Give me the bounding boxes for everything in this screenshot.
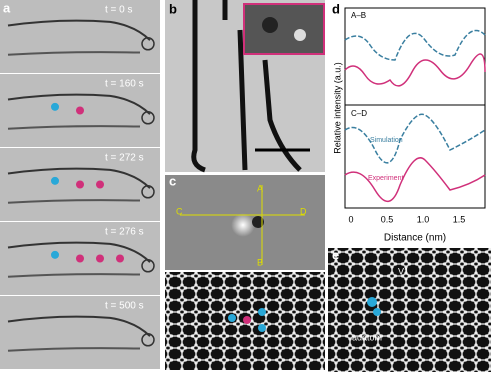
- panel-c: A B C D c: [165, 173, 325, 370]
- panel-label: c: [169, 173, 176, 188]
- edge: [7, 241, 151, 263]
- particle: [141, 333, 155, 347]
- particle: [141, 259, 155, 273]
- marker: [51, 250, 59, 259]
- marker: [116, 254, 124, 263]
- legend-entry: Experiment: [368, 175, 403, 182]
- legend-entry: Simulation: [370, 137, 403, 144]
- x-axis-label: Distance (nm): [384, 233, 446, 244]
- inset: [243, 3, 325, 55]
- x-tick-label: 1.0: [417, 214, 430, 224]
- panel-label: e: [332, 247, 339, 262]
- marker: B: [257, 257, 263, 267]
- panel-a: t = 0 s t = 160 s t = 272 s t = 276 s t = 50…: [0, 0, 160, 369]
- annotation: adatom: [352, 332, 382, 342]
- time-label: t = 160 s: [105, 79, 144, 90]
- panel-label: d: [332, 1, 340, 16]
- frame: [0, 0, 160, 73]
- marker: [76, 180, 84, 189]
- x-tick-label: 0.5: [381, 214, 394, 224]
- marker: [76, 254, 84, 263]
- time-label: t = 276 s: [105, 227, 144, 238]
- edge: [7, 347, 141, 352]
- particle: [141, 37, 155, 51]
- plot-title: A–B: [351, 11, 366, 20]
- time-label: t = 272 s: [105, 153, 144, 164]
- edge: [7, 51, 141, 56]
- time-label: t = 0 s: [105, 5, 133, 16]
- marker: A: [257, 183, 263, 193]
- time-label: t = 500 s: [105, 301, 144, 312]
- edge: [7, 167, 151, 189]
- plot-title: C–D: [351, 109, 367, 118]
- particle: [141, 185, 155, 199]
- panel-b: b: [165, 0, 325, 173]
- marker: [51, 102, 59, 111]
- panel-label: b: [169, 1, 177, 16]
- edge: [191, 0, 302, 173]
- marker: D: [300, 206, 307, 216]
- panel-e: V1 adatom e: [328, 247, 491, 372]
- edge: [7, 19, 151, 41]
- particle: [141, 111, 155, 125]
- edge: [7, 125, 141, 130]
- marker: C: [176, 206, 183, 216]
- edge: [7, 315, 151, 337]
- marker: [76, 106, 84, 115]
- panel-d: A–B C–D Simulation Experiment Relative i…: [332, 1, 486, 244]
- marker: [51, 176, 59, 185]
- edge: [7, 199, 141, 204]
- lattice-model: [328, 248, 491, 372]
- annotation: V1: [398, 266, 409, 276]
- edge: [7, 93, 151, 115]
- edge: [7, 273, 141, 278]
- frame: [0, 296, 160, 369]
- panel-label: a: [3, 0, 11, 15]
- y-axis-label: Relative intensity (a.u.): [332, 62, 342, 154]
- x-tick-label: 1.5: [453, 214, 466, 224]
- x-tick-label: 0: [348, 214, 353, 224]
- marker: [96, 180, 104, 189]
- marker: [96, 254, 104, 263]
